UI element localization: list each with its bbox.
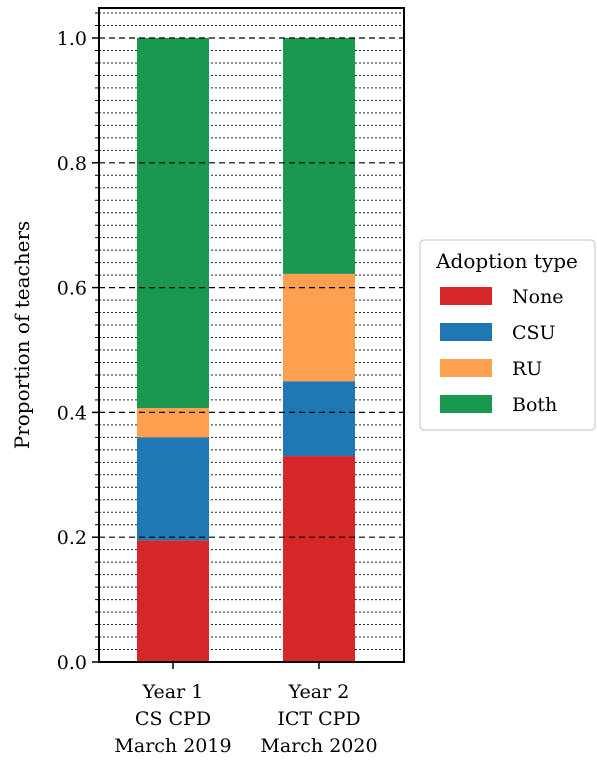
legend-swatch-csu	[440, 323, 492, 341]
y-tick-label: 0.0	[57, 652, 87, 674]
gridlines	[99, 12, 404, 651]
x-ticks: Year 1 CS CPD March 2019 Year 2 ICT CPD March…	[114, 662, 378, 757]
x-tick-label: Year 2	[288, 681, 350, 703]
plot-frame	[98, 7, 405, 663]
legend-swatch-none	[440, 287, 492, 305]
legend: Adoption type None CSU RU Both	[419, 239, 596, 431]
bar-both-1	[137, 38, 209, 409]
legend-swatch-both	[440, 395, 492, 413]
x-tick-label: ICT CPD	[277, 708, 360, 730]
bar-ru-2	[283, 273, 355, 382]
bar-both-2	[283, 38, 355, 274]
x-tick-label: Year 1	[142, 681, 204, 703]
legend-label-both: Both	[512, 394, 557, 416]
bar-csu-2	[283, 381, 355, 457]
y-axis-label: Proportion of teachers	[10, 221, 34, 450]
legend-label-ru: RU	[512, 358, 542, 380]
x-tick-label: CS CPD	[135, 708, 211, 730]
y-tick-label: 0.6	[57, 278, 87, 300]
y-tick-label: 1.0	[57, 28, 87, 50]
y-tick-label: 0.2	[57, 527, 87, 549]
bar-none-2	[283, 456, 355, 662]
y-tick-label: 0.4	[57, 402, 87, 424]
bars	[99, 37, 404, 663]
y-ticks: 0.0 0.2 0.4 0.6 0.8 1.0	[57, 12, 99, 674]
legend-label-csu: CSU	[512, 322, 556, 344]
x-tick-label: March 2020	[260, 735, 377, 757]
legend-label-none: None	[512, 286, 564, 308]
bar-csu-1	[137, 437, 209, 541]
x-tick-label: March 2019	[114, 735, 231, 757]
axes	[98, 7, 405, 663]
y-tick-label: 0.8	[57, 153, 87, 175]
bar-none-1	[137, 540, 209, 662]
legend-swatch-ru	[440, 359, 492, 377]
legend-title: Adoption type	[435, 249, 578, 273]
